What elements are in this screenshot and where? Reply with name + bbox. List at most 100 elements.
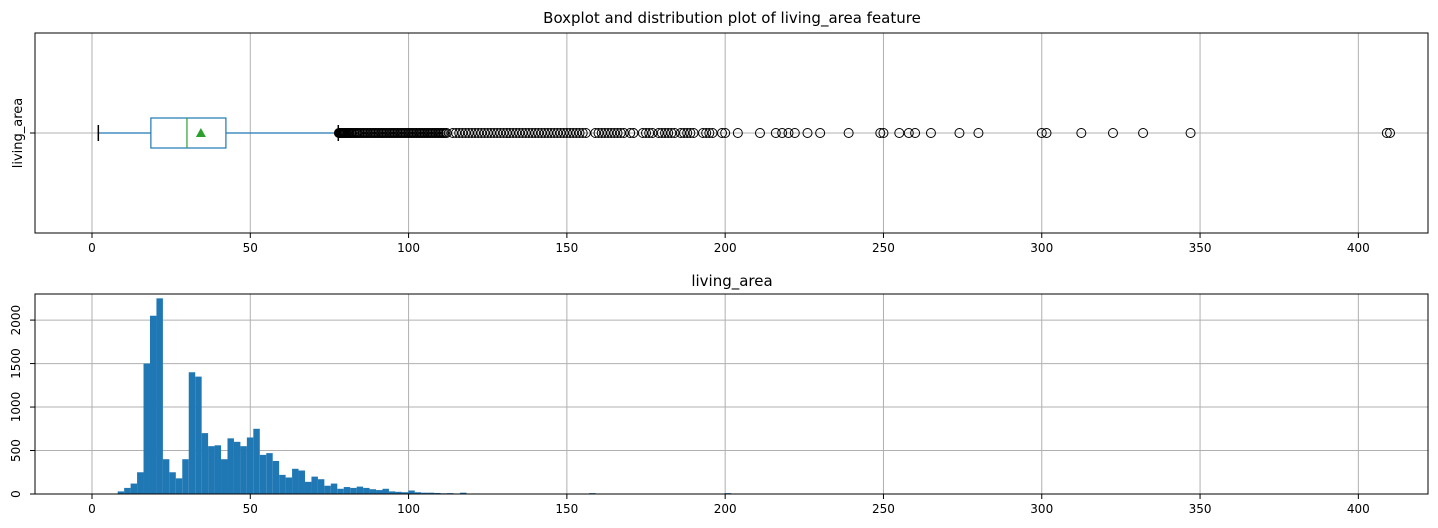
boxplot-x-tick-label: 0 (88, 241, 96, 255)
histogram-bar (421, 492, 428, 494)
histogram-bar (343, 487, 351, 494)
histogram-bar (369, 489, 377, 494)
boxplot-outlier-point (802, 128, 813, 138)
boxplot-panel: Boxplot and distribution plot of living_… (11, 9, 1429, 255)
histogram-bar (175, 478, 183, 494)
histogram-x-tick-label: 150 (555, 502, 578, 516)
histogram-bar (304, 481, 312, 494)
histogram-bar (253, 428, 260, 494)
histogram-bar (434, 492, 441, 494)
histogram-bar (292, 468, 299, 494)
histogram-x-tick-label: 350 (1189, 502, 1212, 516)
boxplot-x-tick-label: 150 (555, 241, 578, 255)
histogram-y-tick-label: 1000 (9, 392, 23, 423)
boxplot-outlier-point (704, 128, 715, 138)
histogram-bar (388, 491, 396, 494)
boxplot-outlier-point (641, 128, 652, 138)
histogram-bar (337, 488, 344, 494)
boxplot-title: Boxplot and distribution plot of living_… (543, 9, 921, 28)
boxplot-outlier-point (925, 128, 936, 138)
histogram-bar (130, 483, 138, 494)
histogram-bar (324, 485, 331, 494)
histogram-bar (188, 372, 196, 494)
boxplot-outlier-point (682, 128, 693, 138)
boxplot-outlier-point (770, 128, 781, 138)
boxplot-outlier-point (720, 128, 731, 138)
histogram-bar (401, 492, 409, 494)
boxplot-x-tick-label: 50 (243, 241, 258, 255)
histogram-bar (143, 363, 150, 494)
histogram-bar (208, 446, 215, 494)
histogram-bar (279, 474, 286, 494)
histogram-x-tick-label: 300 (1030, 502, 1053, 516)
boxplot-outlier-point (577, 128, 588, 138)
histogram-y-tick-label: 500 (9, 439, 23, 462)
histogram-bar (363, 487, 370, 494)
histogram-x-tick-label: 400 (1347, 502, 1370, 516)
histogram-bar (246, 437, 254, 494)
boxplot-marks (97, 117, 340, 149)
histogram-bar (149, 315, 157, 494)
histogram-bar (221, 459, 228, 494)
boxplot-x-tick-label: 400 (1347, 241, 1370, 255)
histogram-bar (350, 487, 357, 494)
boxplot-outlier-point (789, 128, 800, 138)
boxplot-outlier-point (843, 128, 854, 138)
boxplot-outlier-point (1138, 128, 1149, 138)
histogram-bar (311, 476, 318, 494)
histogram-bar (317, 479, 325, 494)
histogram-panel: living_area 0 50 100 150 200 250 300 350 400 0 50… (9, 272, 1429, 516)
boxplot-outlier-point (1041, 128, 1052, 138)
histogram-y-tick-label: 1500 (9, 348, 23, 379)
histogram-bar (382, 488, 389, 494)
histogram-bar (266, 453, 273, 494)
histogram-y-tick-label: 0 (9, 490, 23, 498)
boxplot-outlier-point (574, 128, 585, 138)
histogram-x-tick-label: 0 (88, 502, 96, 516)
boxplot-outlier-point (973, 128, 984, 138)
boxplot-outlier-point (754, 128, 765, 138)
boxplot-outlier-point (1385, 128, 1396, 138)
boxplot-outlier-point (612, 128, 623, 138)
histogram-bar (156, 298, 163, 494)
histogram-x-tick-label: 50 (243, 502, 258, 516)
histogram-x-ticks: 0 50 100 150 200 250 300 350 400 (88, 494, 1370, 516)
boxplot-x-tick-label: 300 (1030, 241, 1053, 255)
histogram-bar (259, 454, 267, 494)
boxplot-outlier-point (783, 128, 794, 138)
histogram-bar (137, 472, 144, 494)
boxplot-outlier-point (875, 128, 886, 138)
boxplot-outlier-point (910, 128, 921, 138)
boxplot-y-label: living_area (11, 98, 26, 169)
boxplot-outlier-point (1107, 128, 1118, 138)
histogram-bar (285, 477, 293, 494)
boxplot-x-tick-label: 350 (1189, 241, 1212, 255)
histogram-bar (201, 433, 209, 494)
boxplot-outlier-point (625, 128, 636, 138)
boxplot-outliers (333, 128, 1396, 138)
histogram-y-tick-label: 2000 (9, 305, 23, 336)
boxplot-outlier-point (903, 128, 914, 138)
histogram-bar (182, 459, 189, 494)
boxplot-frame (34, 32, 1429, 234)
histogram-bar (214, 445, 222, 494)
histogram-bar (427, 492, 435, 494)
boxplot-x-ticks: 0 50 100 150 200 250 300 350 400 (30, 132, 1370, 255)
boxplot-outlier-point (815, 128, 826, 138)
boxplot-x-tick-label: 250 (872, 241, 895, 255)
boxplot-x-tick-label: 200 (714, 241, 737, 255)
histogram-x-tick-label: 250 (872, 502, 895, 516)
boxplot-outlier-point (1381, 128, 1392, 138)
histogram-bar (272, 460, 280, 494)
boxplot-outlier-point (685, 128, 696, 138)
histogram-bar (117, 491, 125, 494)
boxplot-x-tick-label: 100 (397, 241, 420, 255)
boxplot-outlier-point (717, 128, 728, 138)
histogram-title: living_area (691, 272, 772, 291)
histogram-bar (195, 376, 202, 494)
histogram-bar (414, 492, 422, 494)
boxplot-outlier-point (732, 128, 743, 138)
boxplot-outlier-point (954, 128, 965, 138)
